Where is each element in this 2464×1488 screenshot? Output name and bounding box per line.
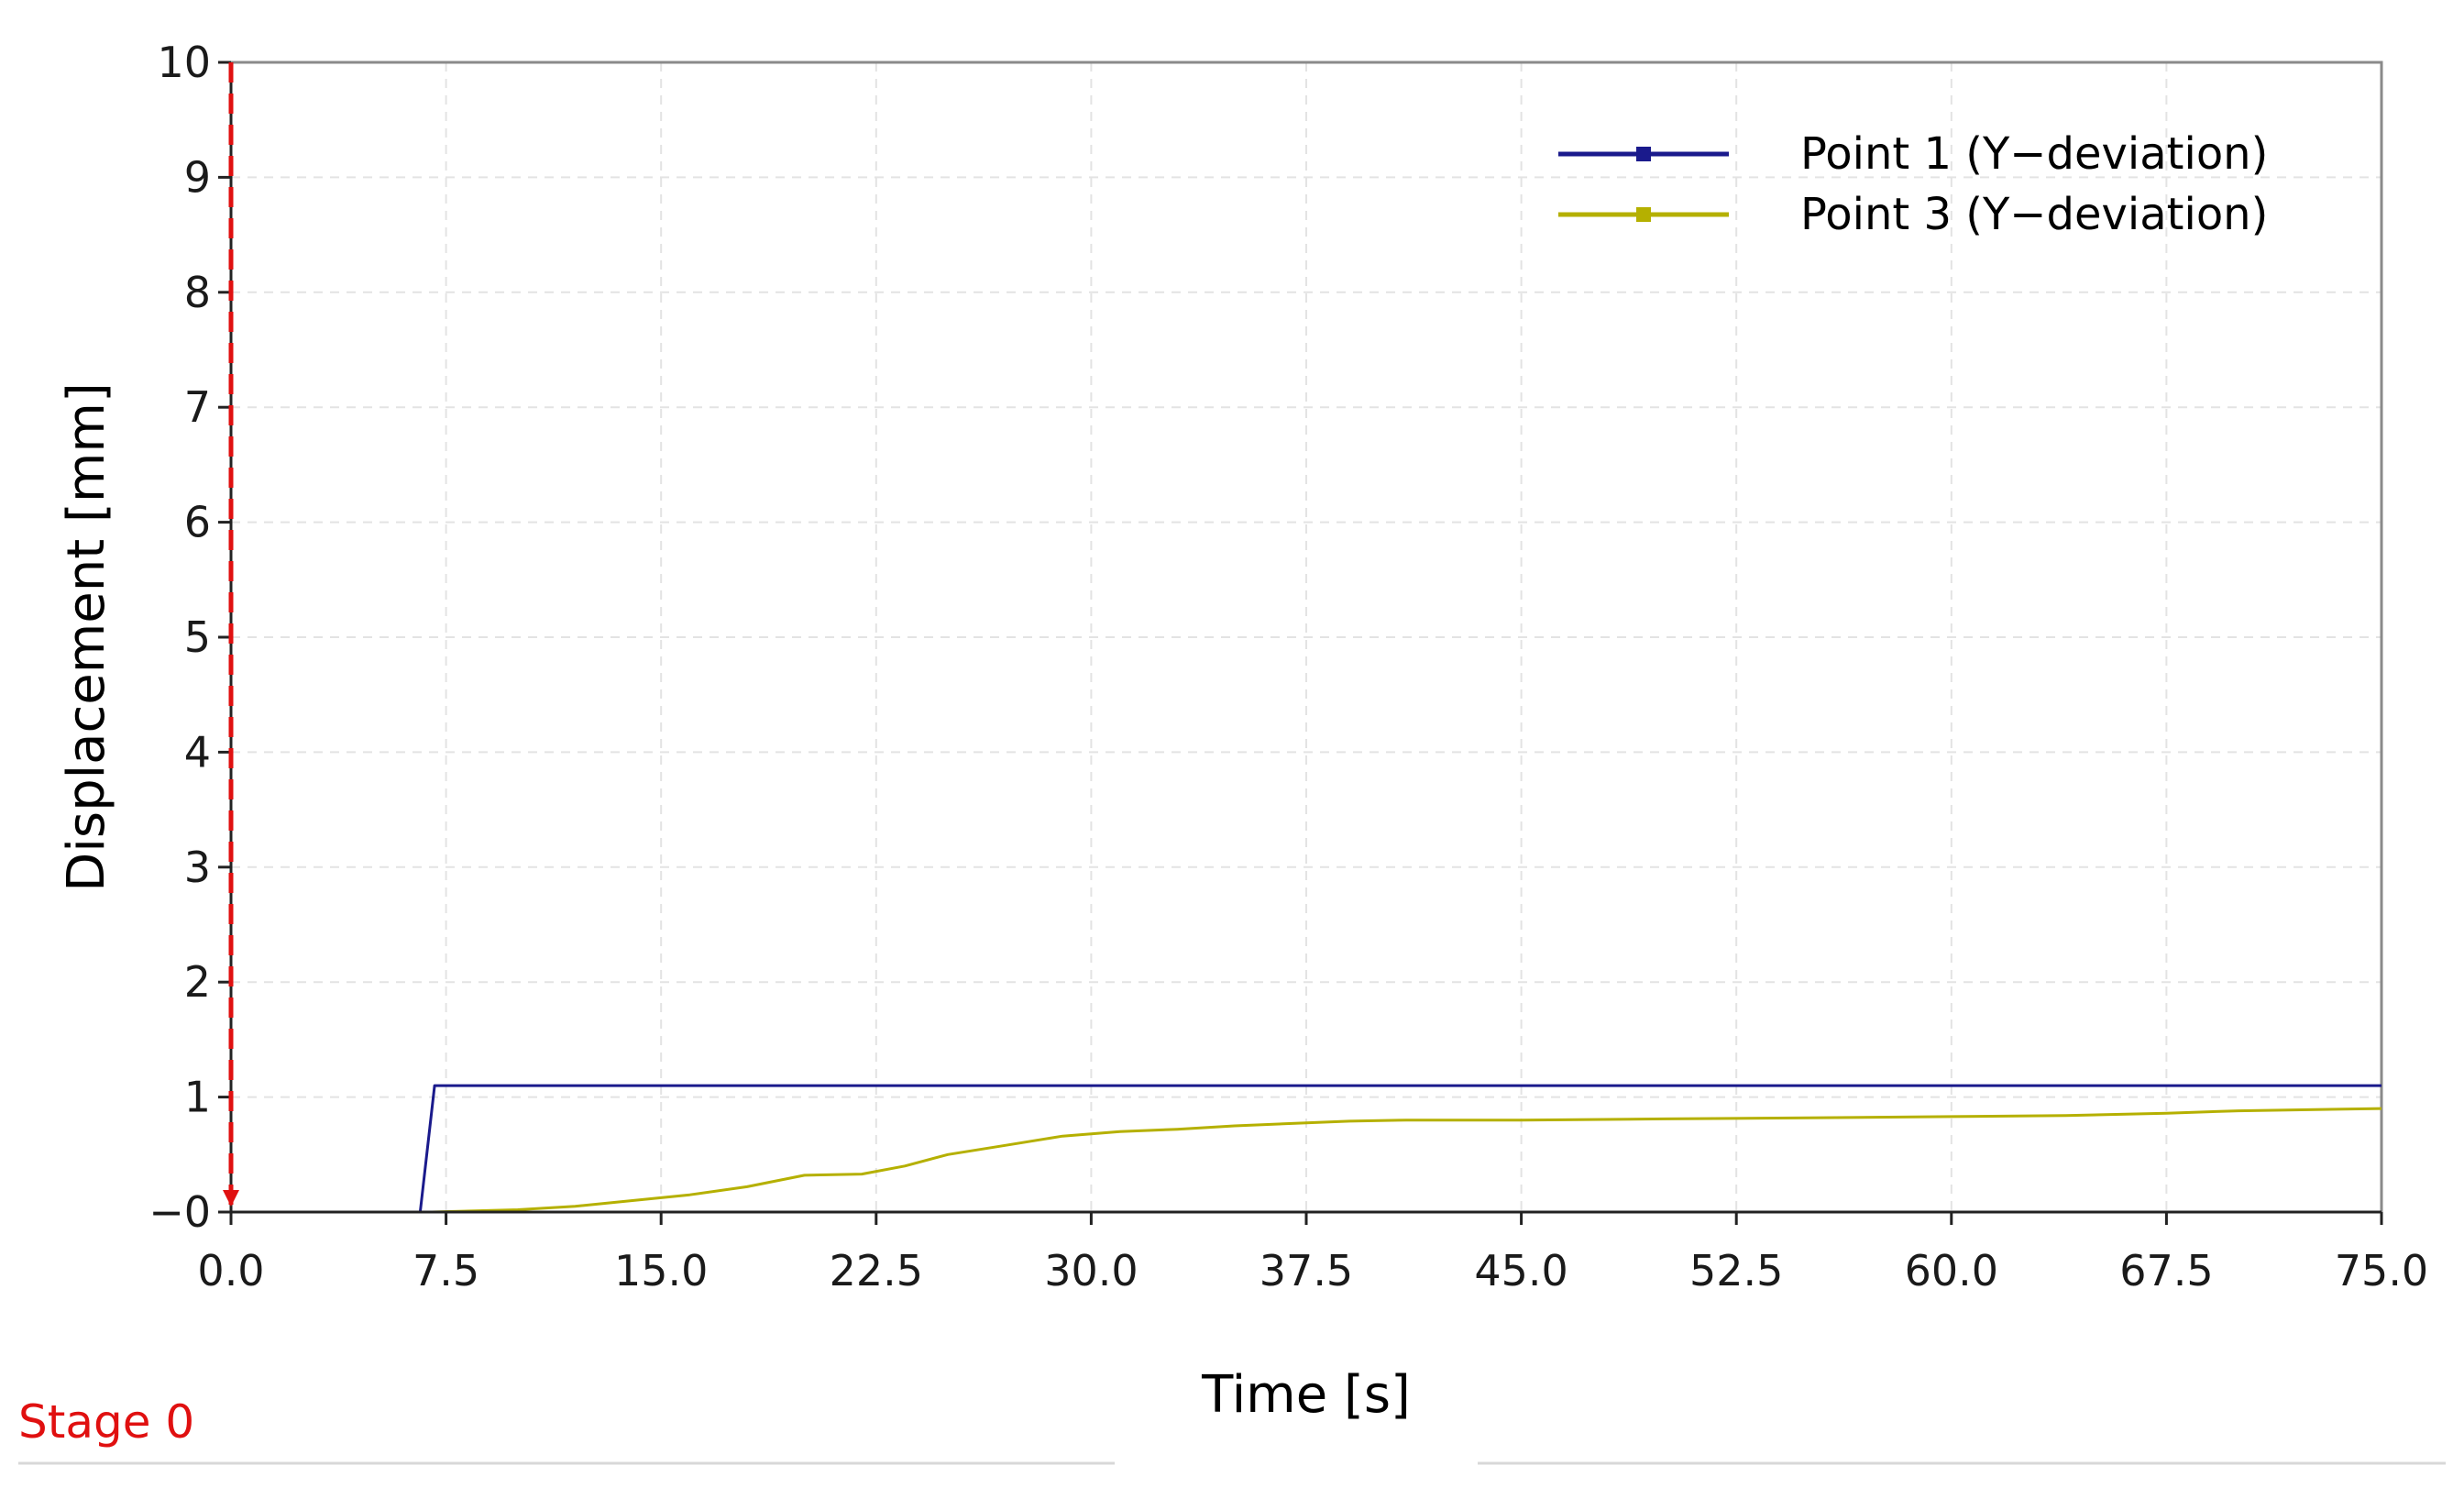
x-tick-label: 60.0 (1905, 1246, 1998, 1295)
y-tick-label: 3 (184, 843, 211, 892)
axes: 0.0 7.5 15.0 22.5 30.0 37.5 45.0 52.5 60.0 67.5 75… (148, 38, 2428, 1295)
y-tick-label: 7 (184, 382, 211, 432)
x-tick-label: 7.5 (412, 1246, 479, 1295)
x-tick-label: 52.5 (1689, 1246, 1783, 1295)
x-tick-label: 30.0 (1044, 1246, 1138, 1295)
x-tick-label: 15.0 (614, 1246, 708, 1295)
stage-marker (223, 62, 239, 1212)
y-tick-label: 8 (184, 268, 211, 317)
legend: Point 1 (Y−deviation) Point 3 (Y−deviatio… (1558, 128, 2268, 240)
x-tick-label: 22.5 (830, 1246, 923, 1295)
stage-label: Stage 0 (18, 1395, 194, 1449)
legend-swatch-marker (1636, 147, 1651, 161)
series-line-2 (231, 1107, 2382, 1214)
y-tick-label: 4 (184, 727, 211, 777)
x-tick-label: 75.0 (2335, 1246, 2428, 1295)
x-tick-label: 37.5 (1260, 1246, 1353, 1295)
y-tick-label: 5 (184, 612, 211, 662)
x-axis-title: Time [s] (1201, 1365, 1411, 1425)
y-tick-label: 1 (184, 1073, 211, 1122)
y-tick-label: 10 (157, 38, 211, 87)
y-tick-label: 9 (184, 152, 211, 202)
legend-label: Point 1 (Y−deviation) (1800, 128, 2268, 180)
x-tick-label: 45.0 (1474, 1246, 1568, 1295)
x-tick-label: 67.5 (2119, 1246, 2213, 1295)
y-tick-label: 2 (184, 957, 211, 1007)
y-tick-label: 6 (184, 498, 211, 547)
legend-label: Point 3 (Y−deviation) (1800, 189, 2268, 240)
stage-marker-arrow (223, 1190, 239, 1207)
y-tick-label: −0 (148, 1187, 211, 1237)
y-axis-title: Displacement [mm] (57, 382, 116, 892)
legend-swatch-marker (1636, 207, 1651, 222)
x-tick-label: 0.0 (197, 1246, 264, 1295)
